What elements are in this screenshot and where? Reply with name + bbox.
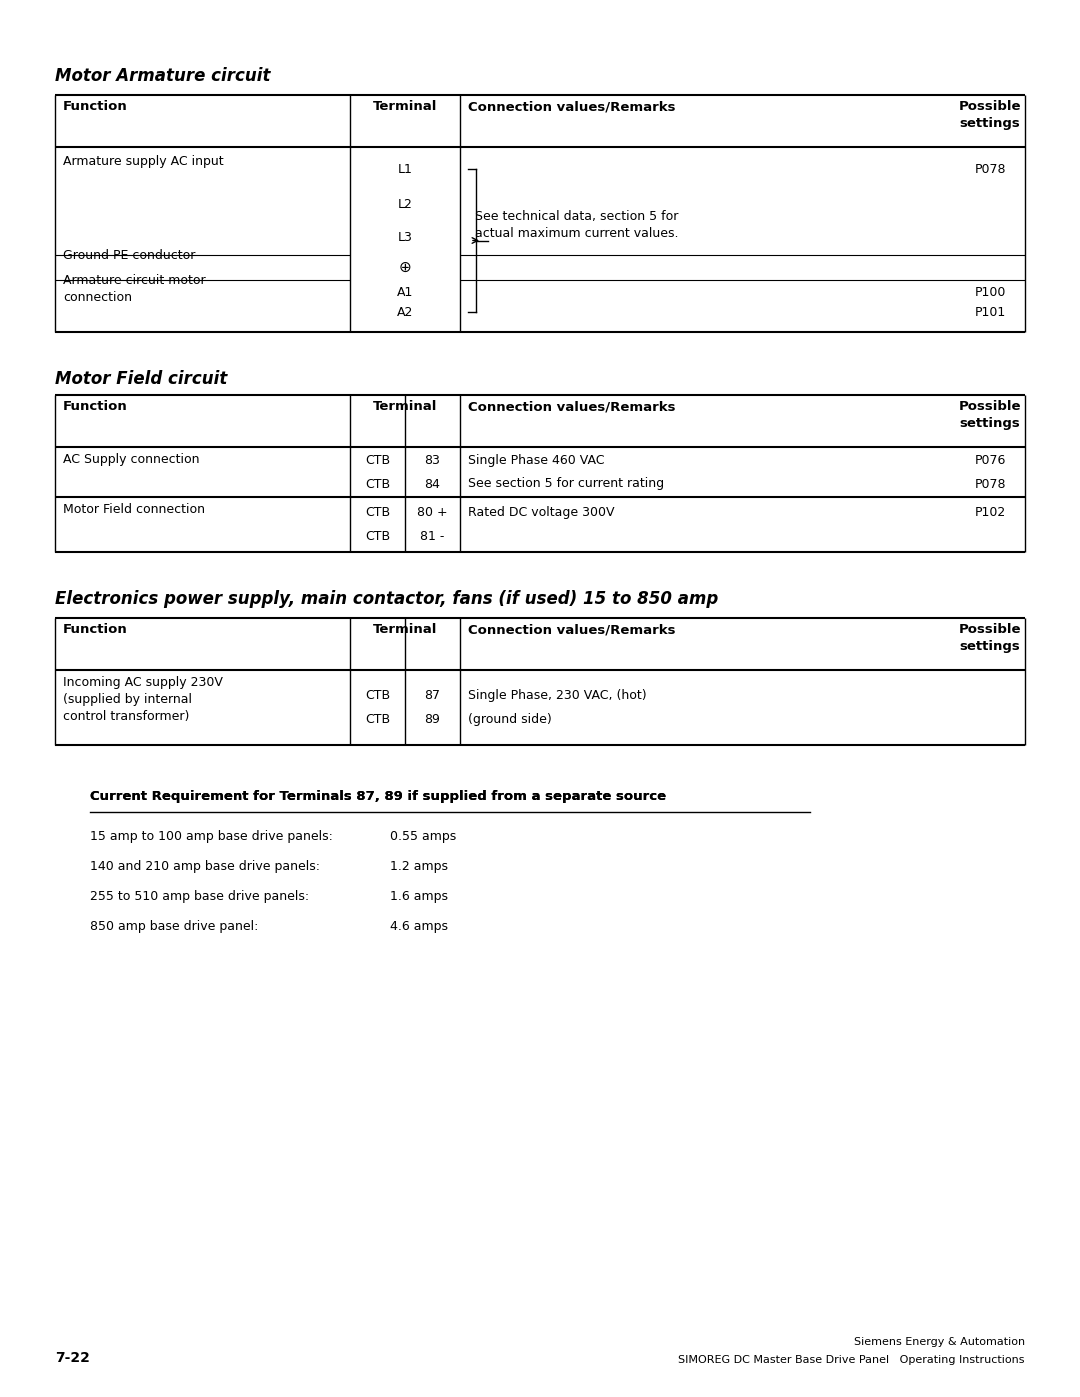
Text: CTB: CTB [365,689,390,703]
Text: Single Phase, 230 VAC, (hot): Single Phase, 230 VAC, (hot) [468,689,647,703]
Text: AC Supply connection: AC Supply connection [63,453,200,467]
Text: Single Phase 460 VAC: Single Phase 460 VAC [468,454,605,467]
Text: L1: L1 [397,162,413,176]
Text: Terminal: Terminal [373,400,437,414]
Text: 7-22: 7-22 [55,1351,90,1365]
Text: P076: P076 [974,454,1005,467]
Text: Ground PE conductor: Ground PE conductor [63,249,195,263]
Text: (ground side): (ground side) [468,712,552,726]
Text: SIMOREG DC Master Base Drive Panel   Operating Instructions: SIMOREG DC Master Base Drive Panel Opera… [678,1355,1025,1365]
Text: Terminal: Terminal [373,623,437,636]
Text: 1.2 amps: 1.2 amps [390,861,448,873]
Text: CTB: CTB [365,712,390,726]
Text: Terminal: Terminal [373,101,437,113]
Text: Motor Field connection: Motor Field connection [63,503,205,515]
Text: 255 to 510 amp base drive panels:: 255 to 510 amp base drive panels: [90,890,309,902]
Text: 87: 87 [424,689,441,703]
Text: Possible
settings: Possible settings [959,400,1022,430]
Text: Siemens Energy & Automation: Siemens Energy & Automation [854,1337,1025,1347]
Text: Electronics power supply, main contactor, fans (if used) 15 to 850 amp: Electronics power supply, main contactor… [55,590,718,608]
Text: CTB: CTB [365,454,390,467]
Text: 15 amp to 100 amp base drive panels:: 15 amp to 100 amp base drive panels: [90,830,333,842]
Text: CTB: CTB [365,506,390,520]
Text: P100: P100 [974,285,1005,299]
Text: See section 5 for current rating: See section 5 for current rating [468,478,664,490]
Text: P078: P078 [974,478,1005,490]
Text: P101: P101 [974,306,1005,319]
Text: Motor Field circuit: Motor Field circuit [55,370,228,388]
Text: CTB: CTB [365,529,390,543]
Text: 850 amp base drive panel:: 850 amp base drive panel: [90,921,258,933]
Text: P078: P078 [974,162,1005,176]
Text: A1: A1 [396,285,414,299]
Text: 1.6 amps: 1.6 amps [390,890,448,902]
Text: Armature supply AC input: Armature supply AC input [63,155,224,168]
Text: Connection values/Remarks: Connection values/Remarks [468,400,675,414]
Text: 81 -: 81 - [420,529,445,543]
Text: Function: Function [63,400,127,414]
Text: 0.55 amps: 0.55 amps [390,830,456,842]
Text: 80 +: 80 + [417,506,448,520]
Text: Current Requirement for Terminals 87, 89 if supplied from a separate source: Current Requirement for Terminals 87, 89… [90,789,666,803]
Text: Current Requirement for Terminals 87, 89 if supplied from a separate source: Current Requirement for Terminals 87, 89… [90,789,666,803]
Text: CTB: CTB [365,478,390,490]
Text: A2: A2 [396,306,414,319]
Text: 4.6 amps: 4.6 amps [390,921,448,933]
Text: 89: 89 [424,712,441,726]
Text: Possible
settings: Possible settings [959,101,1022,130]
Text: Connection values/Remarks: Connection values/Remarks [468,101,675,113]
Text: P102: P102 [974,506,1005,520]
Text: 84: 84 [424,478,441,490]
Text: ⊕: ⊕ [399,260,411,274]
Text: Possible
settings: Possible settings [959,623,1022,652]
Text: Rated DC voltage 300V: Rated DC voltage 300V [468,506,615,520]
Text: Function: Function [63,623,127,636]
Text: Function: Function [63,101,127,113]
Text: Incoming AC supply 230V
(supplied by internal
control transformer): Incoming AC supply 230V (supplied by int… [63,676,222,724]
Text: 140 and 210 amp base drive panels:: 140 and 210 amp base drive panels: [90,861,320,873]
Text: L3: L3 [397,231,413,243]
Text: Connection values/Remarks: Connection values/Remarks [468,623,675,636]
Text: 83: 83 [424,454,441,467]
Text: Motor Armature circuit: Motor Armature circuit [55,67,270,85]
Text: See technical data, section 5 for
actual maximum current values.: See technical data, section 5 for actual… [475,210,678,239]
Text: L2: L2 [397,197,413,211]
Text: Armature circuit motor
connection: Armature circuit motor connection [63,274,205,305]
